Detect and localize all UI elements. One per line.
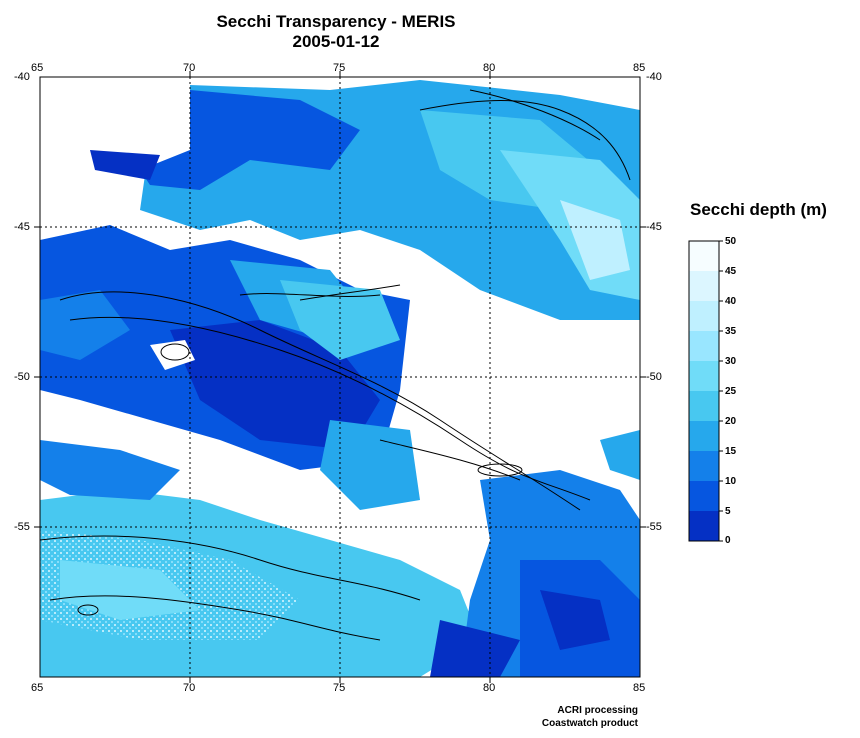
colorbar-label: 35 [725,326,737,337]
y-tick-left: -50 [14,371,30,383]
colorbar-label: 30 [725,356,737,367]
colorbar-title: Secchi depth (m) [690,200,827,219]
colorbar-label: 20 [725,416,737,427]
x-tick-bottom: 75 [333,682,346,694]
colorbar-segment [689,451,719,482]
satellite-swath [40,77,640,677]
colorbar-segment [689,361,719,392]
credit-processing: ACRI processing [557,705,638,716]
x-tick-bottom: 80 [483,682,496,694]
colorbar-label: 0 [725,535,731,546]
colorbar-segment [689,511,719,542]
colorbar-label: 25 [725,386,737,397]
y-tick-left: -55 [14,521,30,533]
axis-tick-marks [34,71,646,683]
colorbar-label: 50 [725,236,737,247]
y-tick-right: -45 [646,221,662,233]
x-tick-top: 80 [483,62,496,74]
y-tick-right: -50 [646,371,662,383]
colorbar-label: 15 [725,446,737,457]
x-tick-bottom: 85 [633,682,646,694]
x-tick-top: 75 [333,62,346,74]
colorbar-label: 5 [725,506,731,517]
colorbar-segment [689,241,719,272]
y-tick-left: -40 [14,71,30,83]
colorbar-segment [689,391,719,422]
colorbar-label: 10 [725,476,737,487]
x-tick-bottom: 65 [31,682,44,694]
map-date: 2005-01-12 [292,32,380,51]
x-tick-top: 65 [31,62,44,74]
colorbar-segment [689,301,719,332]
colorbar-segment [689,421,719,452]
colorbar [688,240,723,542]
colorbar-label: 40 [725,296,737,307]
credit-product: Coastwatch product [541,718,638,729]
y-tick-right: -55 [646,521,662,533]
colorbar-segment [689,481,719,512]
colorbar-segment [689,331,719,362]
x-tick-bottom: 70 [183,682,196,694]
y-tick-left: -45 [14,221,30,233]
x-tick-top: 70 [183,62,196,74]
y-tick-right: -40 [646,71,662,83]
x-tick-top: 85 [633,62,646,74]
colorbar-segment [689,271,719,302]
colorbar-label: 45 [725,266,737,277]
map-title: Secchi Transparency - MERIS [216,12,456,31]
